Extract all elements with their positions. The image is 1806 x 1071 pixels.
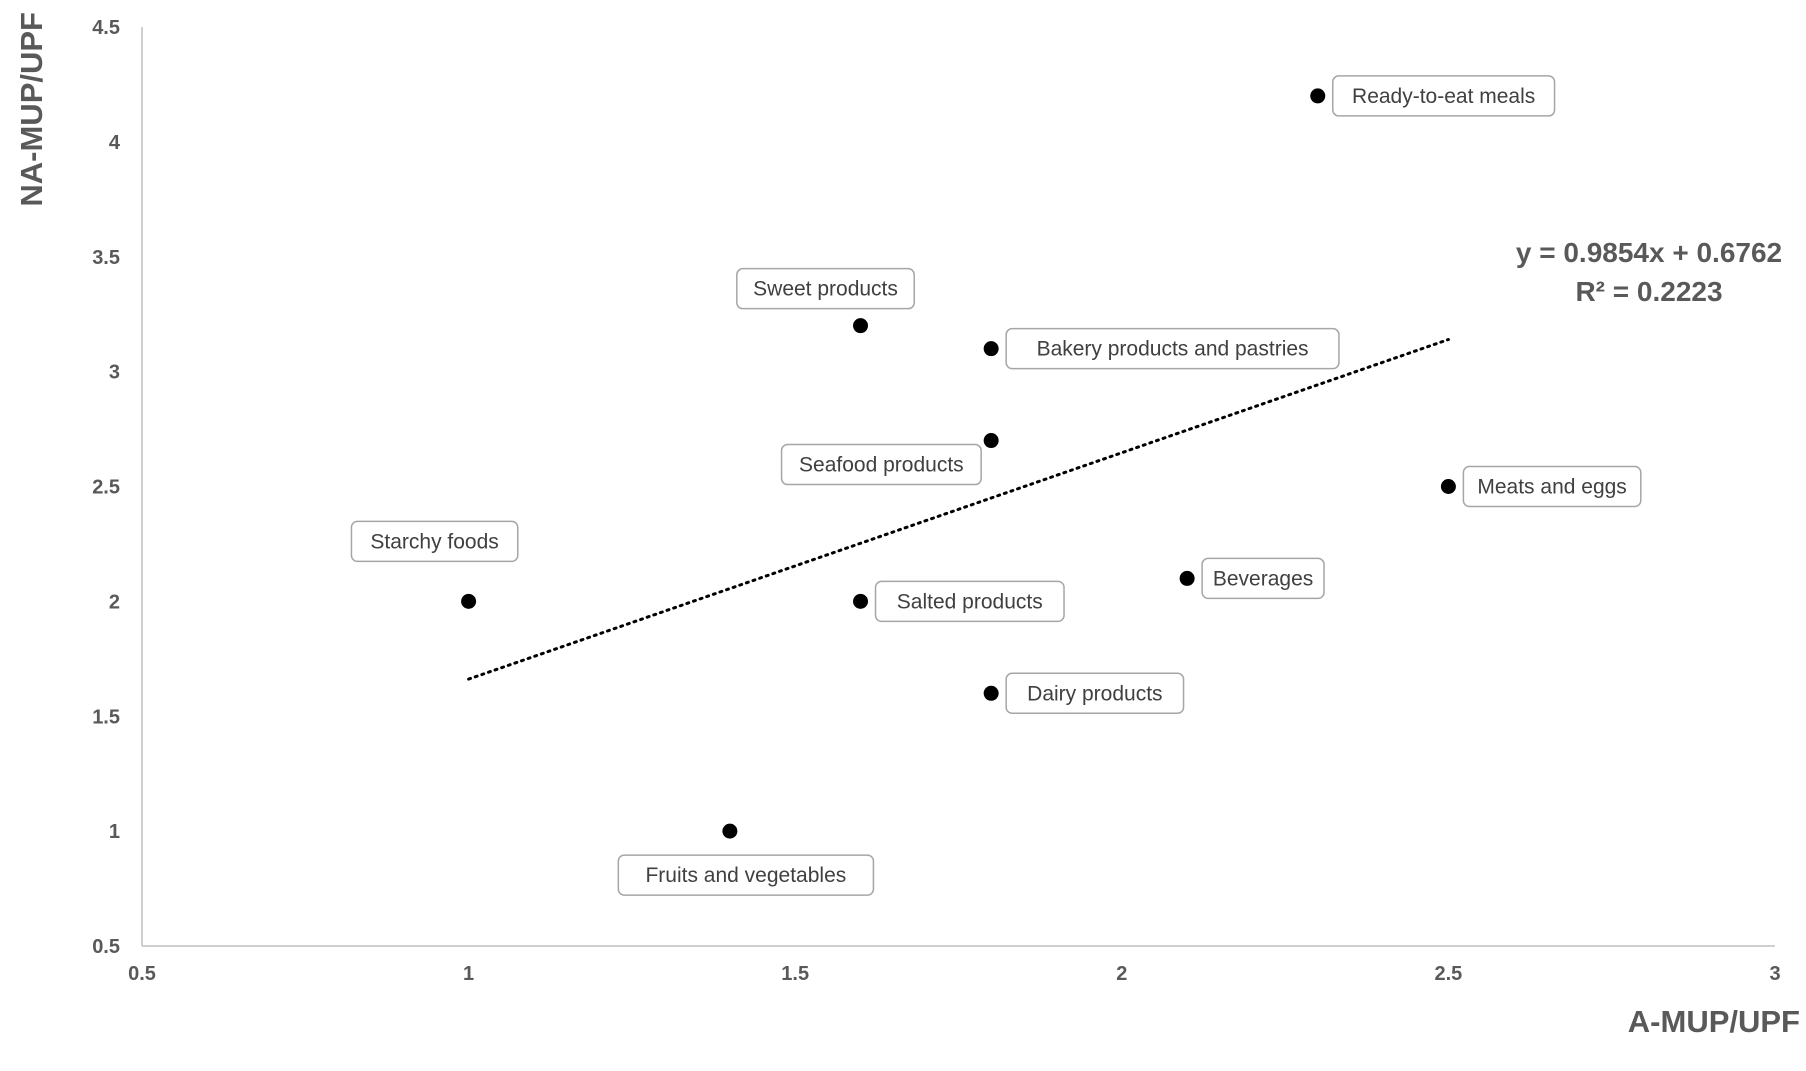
point-label-box <box>1462 465 1642 508</box>
point-label-text: Salted products <box>897 590 1043 613</box>
y-tick-label: 1 <box>109 821 120 843</box>
point-label-box <box>1332 75 1556 117</box>
point-label-text: Meats and eggs <box>1477 476 1626 499</box>
point-label: Bakery products and pastries <box>1005 327 1340 370</box>
y-tick-label: 2.5 <box>92 477 120 499</box>
x-tick-label: 2.5 <box>1434 963 1462 985</box>
point-label: Dairy products <box>1005 672 1185 715</box>
trendline-equation: y = 0.9854x + 0.6762 <box>1516 237 1782 268</box>
y-tick-label: 2 <box>109 591 120 613</box>
data-point <box>1179 570 1195 586</box>
point-label-text: Starchy foods <box>370 530 498 553</box>
x-axis-title: A-MUP/UPF <box>1628 1004 1800 1039</box>
point-label-box <box>1201 557 1325 600</box>
point-labels: Ready-to-eat meals Sweet products Bakery p… <box>350 75 1642 896</box>
point-label-box <box>1005 672 1185 715</box>
point-label-box <box>780 443 982 486</box>
y-tick-label: 1.5 <box>92 706 120 728</box>
y-tick-label: 4 <box>109 132 121 154</box>
y-tick-label: 0.5 <box>92 936 120 958</box>
point-label: Salted products <box>874 580 1065 623</box>
trendline-r-squared: R² = 0.2223 <box>1575 276 1722 307</box>
x-tick-label: 3 <box>1769 963 1780 985</box>
data-point <box>722 823 738 839</box>
point-label: Sweet products <box>736 267 915 310</box>
point-label: Starchy foods <box>350 520 519 563</box>
point-label-box <box>350 520 519 563</box>
x-tick-label: 1.5 <box>781 963 809 985</box>
point-label-box <box>1005 327 1340 370</box>
axes <box>141 27 1775 947</box>
trendline-group <box>467 338 1450 681</box>
point-label-text: Bakery products and pastries <box>1037 338 1309 361</box>
data-point <box>983 341 999 357</box>
data-point <box>983 685 999 701</box>
point-label-text: Beverages <box>1213 567 1313 590</box>
data-point <box>1310 88 1326 104</box>
point-label: Beverages <box>1201 557 1325 600</box>
point-label-box <box>617 854 875 896</box>
x-tick-labels: 0.5 1 1.5 2 2.5 3 <box>128 963 1780 985</box>
point-label-text: Fruits and vegetables <box>645 864 846 887</box>
point-label-text: Sweet products <box>753 278 898 301</box>
point-label: Meats and eggs <box>1462 465 1642 508</box>
x-tick-label: 2 <box>1116 963 1127 985</box>
data-point <box>1440 479 1456 494</box>
y-tick-labels: 0.5 1 1.5 2 2.5 3 3.5 4 4.5 <box>92 17 121 958</box>
point-label-box <box>736 267 915 310</box>
point-label: Seafood products <box>780 443 982 486</box>
y-tick-label: 3.5 <box>92 247 120 269</box>
point-label: Fruits and vegetables <box>617 854 875 896</box>
data-point <box>461 593 477 609</box>
data-point <box>853 318 869 334</box>
data-points <box>461 88 1456 839</box>
point-label-text: Dairy products <box>1027 682 1162 705</box>
point-label-text: Seafood products <box>799 454 964 477</box>
x-tick-label: 1 <box>463 963 474 985</box>
point-label-box <box>874 580 1065 623</box>
point-label-text: Ready-to-eat meals <box>1352 85 1535 108</box>
y-axis-title: NA-MUP/UPF <box>14 12 49 207</box>
y-tick-label: 3 <box>109 362 120 384</box>
point-label: Ready-to-eat meals <box>1332 75 1556 117</box>
trendline <box>467 338 1450 681</box>
x-tick-label: 0.5 <box>128 963 156 985</box>
y-tick-label: 4.5 <box>92 17 120 39</box>
data-point <box>983 433 999 449</box>
data-point <box>853 593 869 609</box>
